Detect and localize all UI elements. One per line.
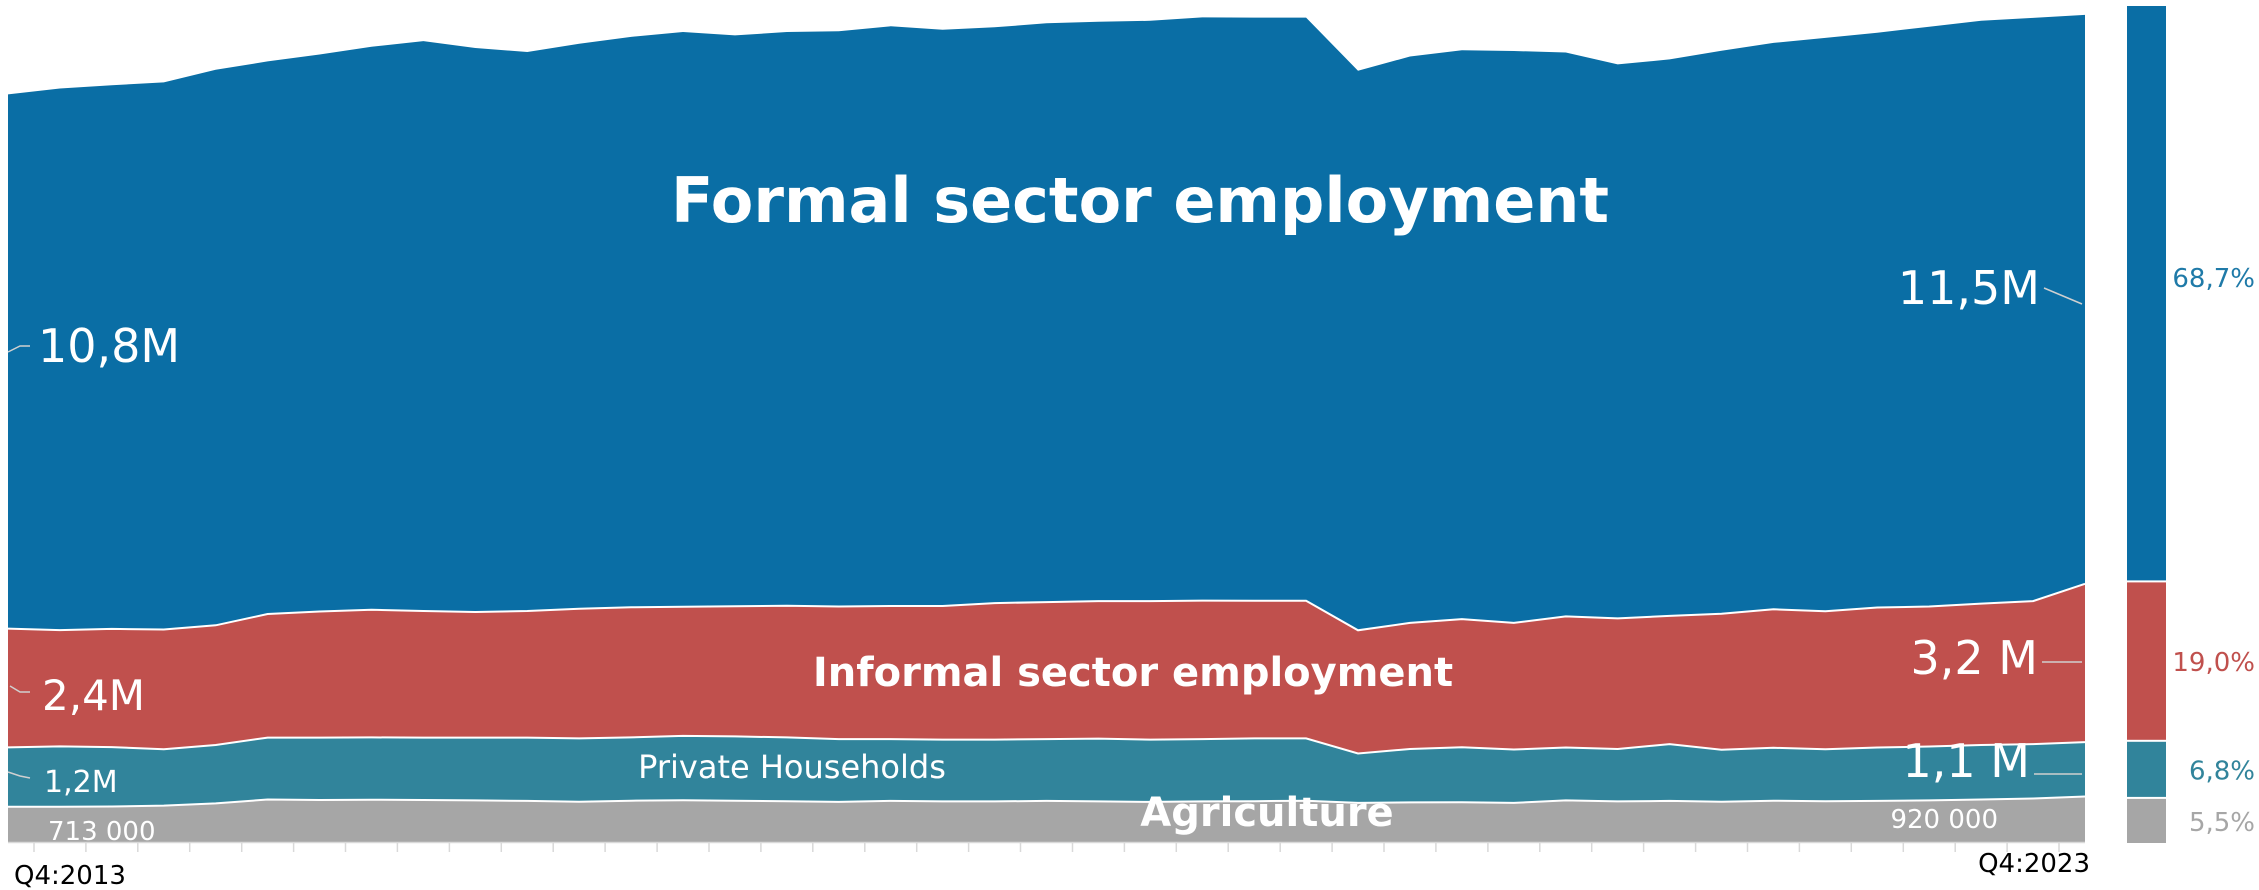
series-name-informal: Informal sector employment — [813, 650, 1453, 696]
formal-start-leader — [7, 345, 30, 353]
series-name-formal: Formal sector employment — [671, 164, 1609, 237]
share-segment-formal — [2127, 6, 2166, 581]
informal-end-label: 3,2 M — [1911, 631, 2038, 685]
boundary-agriculture — [8, 795, 2086, 808]
agriculture-start-label: 713 000 — [48, 817, 156, 847]
share-segment-agriculture — [2127, 798, 2166, 843]
area-formal — [8, 14, 2085, 631]
formal-start-label: 10,8M — [38, 319, 180, 373]
series-name-agriculture: Agriculture — [1140, 790, 1393, 836]
series-name-private-households: Private Households — [638, 748, 946, 786]
area-private_households — [8, 735, 2085, 807]
area-informal — [8, 583, 2085, 754]
formal-end-label: 11,5M — [1898, 261, 2040, 315]
area-layers — [7, 14, 2086, 842]
boundary-private_households — [7, 734, 2086, 755]
private-households-start-label: 1,2M — [44, 765, 118, 800]
agriculture-end-label: 920 000 — [1890, 805, 1998, 835]
share-segment-informal — [2127, 582, 2166, 740]
informal-start-label: 2,4M — [42, 671, 145, 720]
share-label-informal: 19,0% — [2172, 648, 2255, 678]
share-label-private_households: 6,8% — [2189, 756, 2255, 786]
informal-start-leader — [9, 685, 30, 693]
private-households-end-label: 1,1 M — [1903, 734, 2030, 788]
share-bar: 68,7% 19,0% 6,8% 5,5% — [2127, 6, 2255, 843]
x-axis — [8, 841, 2085, 852]
private-households-start-leader — [7, 771, 31, 779]
share-label-agriculture: 5,5% — [2189, 808, 2255, 838]
x-tick-labels: Q4:2013 Q4:2023 — [14, 849, 2090, 890]
x-tick-start: Q4:2013 — [14, 861, 126, 890]
boundary-informal — [7, 582, 2086, 632]
share-label-formal: 68,7% — [2172, 264, 2255, 294]
series-labels: Formal sector employment Informal sector… — [7, 164, 2083, 847]
share-segment-private_households — [2127, 741, 2166, 797]
area-agriculture — [8, 796, 2085, 842]
formal-end-leader — [2043, 287, 2083, 305]
x-tick-end: Q4:2023 — [1978, 849, 2090, 879]
